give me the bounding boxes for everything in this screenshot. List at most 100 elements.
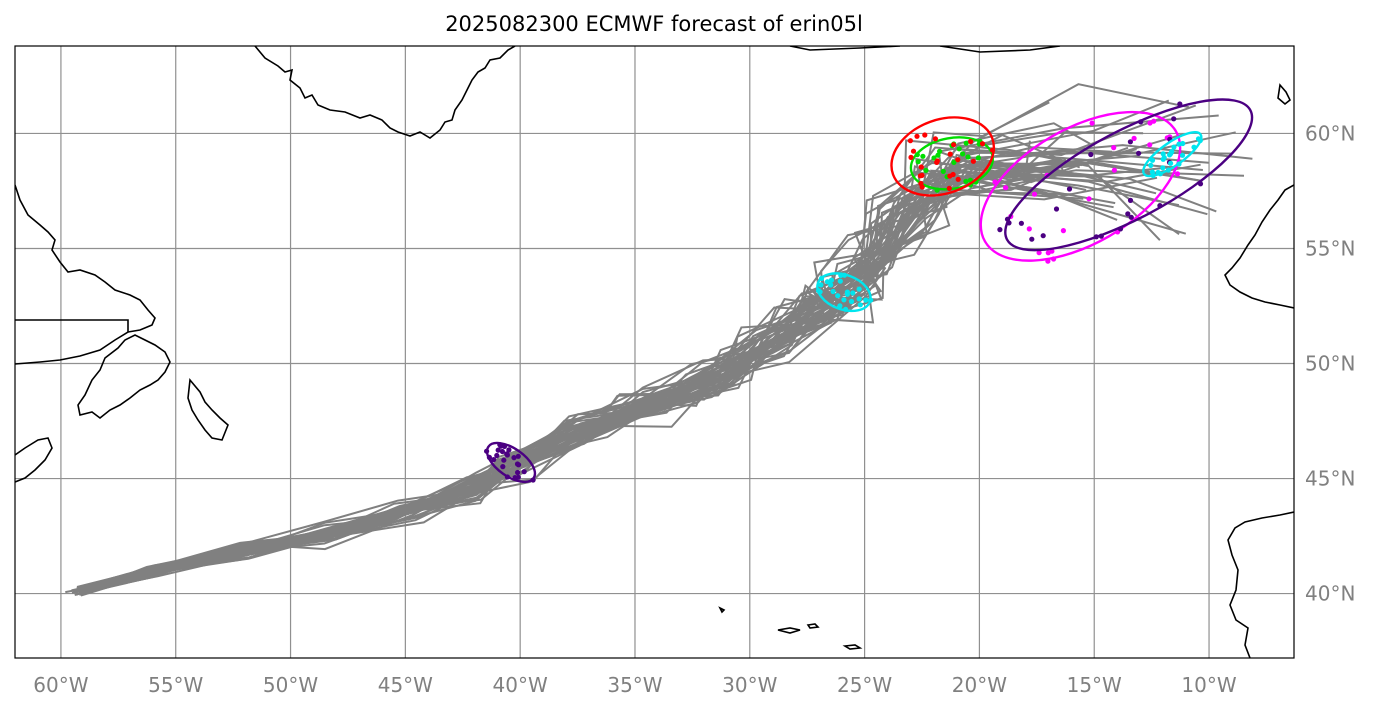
- member-position-dot: [915, 159, 921, 165]
- member-position-dot: [934, 159, 940, 165]
- coast-azores-4: [842, 644, 863, 650]
- coast-labrador: [15, 184, 156, 333]
- coast-azores-3: [806, 623, 820, 629]
- coast-iceland: [939, 46, 1061, 53]
- ensemble-track: [80, 161, 1180, 592]
- member-position-dot: [1149, 157, 1156, 163]
- member-position-dot: [1111, 145, 1117, 151]
- lon-tick-label: 40°W: [493, 673, 548, 697]
- member-position-dot: [992, 179, 998, 185]
- member-position-dot: [934, 187, 940, 193]
- member-position-dot: [837, 278, 843, 284]
- member-position-dot: [501, 443, 508, 449]
- member-position-dot: [1125, 211, 1131, 217]
- member-position-dot: [914, 133, 920, 139]
- lon-tick-label: 25°W: [837, 673, 892, 697]
- member-position-dot: [1148, 162, 1154, 168]
- member-position-dot: [495, 447, 501, 453]
- member-position-dot: [1053, 206, 1060, 212]
- member-position-dot: [1127, 197, 1134, 203]
- member-position-dot: [1179, 152, 1186, 158]
- lon-tick-labels: 60°W 55°W 50°W 45°W 40°W 35°W 30°W 25°W 20°W 15°W…: [33, 673, 1237, 697]
- member-position-dot: [940, 168, 946, 174]
- member-position-dot: [830, 288, 836, 295]
- member-position-dot: [918, 164, 924, 170]
- member-position-dot: [504, 474, 510, 480]
- lon-tick-label: 15°W: [1067, 673, 1122, 697]
- member-position-dot: [1036, 250, 1042, 256]
- member-position-dot: [1176, 141, 1182, 147]
- plot-background: [15, 46, 1294, 658]
- member-position-dot: [1026, 226, 1032, 232]
- ellipse-day5: [979, 110, 1182, 262]
- member-position-dot: [1018, 220, 1024, 226]
- member-position-dot: [1174, 171, 1181, 177]
- member-position-dot: [1066, 186, 1073, 192]
- lat-tick-label: 45°N: [1305, 467, 1355, 491]
- coast-canada-land: [15, 319, 129, 365]
- member-position-dot: [521, 469, 527, 475]
- member-position-dot: [506, 447, 512, 453]
- member-position-dot: [965, 154, 971, 160]
- member-position-dot: [1171, 144, 1177, 150]
- lat-tick-label: 60°N: [1305, 121, 1355, 145]
- lat-tick-label: 50°N: [1305, 352, 1355, 376]
- member-position-dot: [1157, 171, 1163, 177]
- coastlines: [15, 46, 1294, 658]
- coast-shetland: [1277, 83, 1292, 106]
- member-position-dot: [922, 132, 928, 138]
- ensemble-track: [88, 153, 1066, 593]
- member-position-dot: [979, 141, 986, 147]
- member-position-dot: [956, 146, 962, 152]
- member-position-dot: [1111, 167, 1117, 173]
- lat-tick-label: 55°N: [1305, 236, 1355, 260]
- member-position-dot: [947, 151, 953, 157]
- member-position-dot: [515, 474, 521, 480]
- member-position-dot: [1128, 214, 1134, 220]
- member-position-dot: [1171, 116, 1177, 122]
- member-position-dot: [1131, 135, 1137, 141]
- lon-tick-label: 55°W: [148, 673, 203, 697]
- member-position-dot: [951, 159, 957, 165]
- member-position-dot: [1161, 155, 1167, 161]
- member-position-dot: [923, 167, 929, 173]
- member-position-dot: [997, 227, 1003, 233]
- member-position-dot: [514, 461, 521, 467]
- member-position-dot: [1138, 119, 1144, 125]
- member-position-dot: [919, 172, 925, 178]
- lon-tick-label: 60°W: [33, 673, 88, 697]
- member-position-dot: [511, 455, 517, 461]
- member-position-dot: [968, 138, 974, 145]
- member-position-dot: [1177, 101, 1183, 107]
- member-position-dot: [1093, 234, 1099, 240]
- lon-tick-label: 50°W: [263, 673, 318, 697]
- member-position-dot: [841, 297, 847, 303]
- member-position-dot: [960, 151, 966, 157]
- member-position-dot: [1165, 167, 1171, 173]
- member-position-dot: [1040, 233, 1046, 239]
- lat-tick-labels: 60°N 55°N 50°N 45°N 40°N: [1305, 121, 1355, 605]
- member-position-dot: [931, 155, 937, 161]
- member-position-dot: [1157, 203, 1163, 209]
- member-position-dot: [501, 457, 507, 463]
- member-position-dot: [828, 277, 835, 283]
- member-position-dot: [1003, 185, 1009, 191]
- member-position-dot: [955, 157, 961, 163]
- coast-greenland-east: [789, 46, 901, 51]
- coast-greenland: [254, 46, 516, 139]
- member-position-dot: [914, 152, 920, 158]
- member-position-dot: [1151, 118, 1157, 124]
- member-position-dot: [1098, 233, 1104, 239]
- lon-tick-label: 10°W: [1181, 673, 1236, 697]
- member-position-dot: [816, 288, 822, 294]
- member-position-dot: [1136, 150, 1142, 156]
- coast-iberia: [1227, 511, 1294, 658]
- member-position-dot: [824, 279, 831, 285]
- ensemble-track: [83, 165, 1178, 589]
- member-position-dot: [1089, 120, 1095, 126]
- lon-tick-label: 20°W: [952, 673, 1007, 697]
- lon-tick-label: 45°W: [378, 673, 433, 697]
- member-position-dot: [950, 171, 956, 178]
- member-position-dot: [868, 297, 874, 303]
